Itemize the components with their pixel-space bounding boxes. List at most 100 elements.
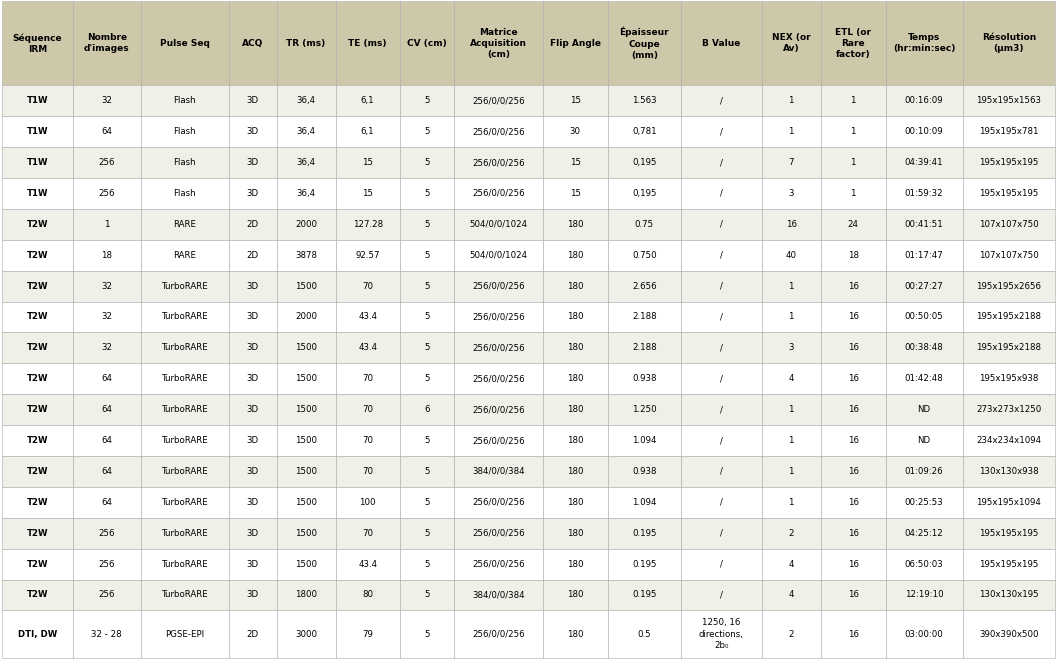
Text: /: /: [720, 312, 723, 322]
Bar: [681, 209, 761, 240]
Bar: [542, 178, 608, 209]
Bar: [2, 610, 73, 658]
Bar: [963, 147, 1055, 178]
Text: 64: 64: [101, 467, 112, 476]
Text: 5: 5: [424, 96, 429, 105]
Text: 256/0/0/256: 256/0/0/256: [472, 374, 524, 384]
Text: 70: 70: [363, 529, 373, 538]
Bar: [400, 579, 453, 610]
Bar: [2, 302, 73, 332]
Bar: [681, 456, 761, 487]
Text: 3D: 3D: [247, 127, 259, 136]
Text: 00:16:09: 00:16:09: [905, 96, 944, 105]
Text: 256/0/0/256: 256/0/0/256: [472, 498, 524, 507]
Text: 1: 1: [789, 498, 794, 507]
Text: 5: 5: [424, 127, 429, 136]
Bar: [400, 240, 453, 271]
Bar: [608, 302, 681, 332]
Bar: [820, 549, 886, 579]
Text: TurboRARE: TurboRARE: [162, 312, 208, 322]
Text: T2W: T2W: [26, 590, 49, 600]
Bar: [277, 363, 336, 394]
Text: 1: 1: [851, 127, 856, 136]
Text: 01:42:48: 01:42:48: [905, 374, 944, 384]
Text: /: /: [720, 405, 723, 414]
Text: 16: 16: [848, 559, 858, 569]
Text: 195x195x938: 195x195x938: [979, 374, 1038, 384]
Text: 06:50:03: 06:50:03: [905, 559, 944, 569]
Text: 256/0/0/256: 256/0/0/256: [472, 281, 524, 291]
Text: 70: 70: [363, 436, 373, 445]
Bar: [141, 240, 229, 271]
Text: 256: 256: [98, 529, 115, 538]
Text: 256/0/0/256: 256/0/0/256: [472, 559, 524, 569]
Bar: [2, 332, 73, 363]
Text: /: /: [720, 158, 723, 167]
Bar: [963, 302, 1055, 332]
Text: 180: 180: [567, 467, 583, 476]
Text: 2000: 2000: [295, 220, 317, 229]
Bar: [453, 610, 542, 658]
Bar: [336, 549, 400, 579]
Bar: [886, 363, 963, 394]
Text: 70: 70: [363, 467, 373, 476]
Bar: [681, 579, 761, 610]
Bar: [761, 116, 820, 147]
Text: 5: 5: [424, 498, 429, 507]
Text: CV (cm): CV (cm): [407, 39, 447, 48]
Bar: [820, 271, 886, 302]
Bar: [963, 240, 1055, 271]
Bar: [453, 394, 542, 425]
Text: TurboRARE: TurboRARE: [162, 590, 208, 600]
Bar: [2, 147, 73, 178]
Text: 43.4: 43.4: [358, 343, 377, 353]
Bar: [608, 1, 681, 85]
Bar: [761, 209, 820, 240]
Text: 40: 40: [785, 250, 797, 260]
Bar: [2, 271, 73, 302]
Text: 16: 16: [848, 498, 858, 507]
Text: TurboRARE: TurboRARE: [162, 405, 208, 414]
Bar: [277, 456, 336, 487]
Text: 180: 180: [567, 281, 583, 291]
Bar: [2, 394, 73, 425]
Bar: [963, 1, 1055, 85]
Bar: [229, 332, 277, 363]
Bar: [336, 518, 400, 549]
Text: T1W: T1W: [26, 96, 49, 105]
Bar: [453, 456, 542, 487]
Bar: [608, 240, 681, 271]
Bar: [229, 456, 277, 487]
Bar: [453, 549, 542, 579]
Bar: [73, 1, 141, 85]
Bar: [141, 302, 229, 332]
Text: /: /: [720, 559, 723, 569]
Text: 195x195x195: 195x195x195: [979, 559, 1038, 569]
Text: /: /: [720, 374, 723, 384]
Text: 64: 64: [101, 405, 112, 414]
Bar: [681, 518, 761, 549]
Text: TurboRARE: TurboRARE: [162, 343, 208, 353]
Text: 256/0/0/256: 256/0/0/256: [472, 629, 524, 639]
Bar: [761, 425, 820, 456]
Text: 30: 30: [570, 127, 580, 136]
Text: ND: ND: [917, 436, 931, 445]
Text: 3D: 3D: [247, 590, 259, 600]
Text: 32 - 28: 32 - 28: [92, 629, 123, 639]
Text: 5: 5: [424, 629, 429, 639]
Text: DTI, DW: DTI, DW: [18, 629, 57, 639]
Text: 5: 5: [424, 312, 429, 322]
Bar: [73, 394, 141, 425]
Bar: [681, 178, 761, 209]
Bar: [542, 363, 608, 394]
Bar: [400, 1, 453, 85]
Text: 0.195: 0.195: [632, 529, 656, 538]
Text: 1.250: 1.250: [632, 405, 656, 414]
Bar: [453, 240, 542, 271]
Bar: [141, 271, 229, 302]
Bar: [761, 456, 820, 487]
Text: 3D: 3D: [247, 498, 259, 507]
Text: 1: 1: [789, 281, 794, 291]
Text: TurboRARE: TurboRARE: [162, 281, 208, 291]
Text: T2W: T2W: [26, 312, 49, 322]
